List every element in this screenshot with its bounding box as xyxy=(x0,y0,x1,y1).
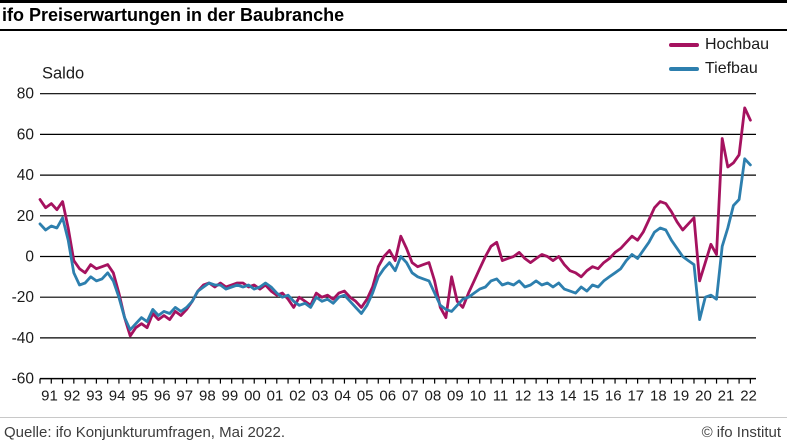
footer: Quelle: ifo Konjunkturumfragen, Mai 2022… xyxy=(0,421,787,443)
x-tick-label: 01 xyxy=(267,388,284,405)
top-border xyxy=(0,0,787,3)
x-tick-label: 99 xyxy=(222,388,239,405)
x-tick-label: 20 xyxy=(695,388,712,405)
chart-svg: 80 60 40 20 0 -20 -40 -60 Saldo 91 92 93 94 95 96 97 98 9… xyxy=(12,65,757,405)
legend-label-tiefbau: Tiefbau xyxy=(704,60,758,77)
chart-legend: Hochbau Tiefbau xyxy=(668,36,769,78)
y-tick-label: -60 xyxy=(12,371,35,388)
legend-label-hochbau: Hochbau xyxy=(704,36,769,53)
x-tick-label: 13 xyxy=(537,388,554,405)
x-tick-label: 97 xyxy=(176,388,193,405)
x-tick-label: 95 xyxy=(131,388,148,405)
source-note: Quelle: ifo Konjunkturumfragen, Mai 2022… xyxy=(4,423,285,441)
x-tick-label: 96 xyxy=(154,388,171,405)
y-tick-label: 80 xyxy=(17,86,35,103)
x-tick-label: 09 xyxy=(447,388,464,405)
hochbau-line-swatch xyxy=(668,43,699,47)
page-title: ifo Preiserwartungen in der Baubranche xyxy=(2,5,345,25)
x-tick-label: 16 xyxy=(605,388,622,405)
x-tick-label: 02 xyxy=(289,388,306,405)
x-tick-label: 93 xyxy=(86,388,103,405)
y-tick-label: 0 xyxy=(25,249,34,266)
legend-item-hochbau: Hochbau xyxy=(668,36,769,54)
x-tick-label: 22 xyxy=(740,388,757,405)
title-divider xyxy=(0,29,787,31)
y-tick-label: 40 xyxy=(17,167,35,184)
legend-item-tiefbau: Tiefbau xyxy=(668,60,758,78)
y-tick-label: 20 xyxy=(17,208,35,225)
x-tick-label: 07 xyxy=(402,388,419,405)
footer-divider xyxy=(0,417,787,418)
chart-area: 80 60 40 20 0 -20 -40 -60 Saldo 91 92 93 94 95 96 97 98 9… xyxy=(0,35,787,417)
x-tick-label: 17 xyxy=(627,388,644,405)
x-tick-label: 04 xyxy=(334,388,351,405)
x-tick-label: 11 xyxy=(493,388,509,405)
x-tick-label: 08 xyxy=(424,388,441,405)
x-tick-label: 06 xyxy=(379,388,396,405)
x-tick-label: 00 xyxy=(244,388,261,405)
y-tick-label: -20 xyxy=(12,289,35,306)
tiefbau-line xyxy=(38,157,752,332)
x-tick-label: 18 xyxy=(650,388,667,405)
tiefbau-line-swatch xyxy=(668,67,699,71)
hochbau-line xyxy=(38,106,752,338)
x-tick-label: 14 xyxy=(560,388,577,405)
y-tick-label: 60 xyxy=(17,126,35,143)
x-tick-label: 12 xyxy=(515,388,532,405)
x-tick-label: 03 xyxy=(312,388,329,405)
y-tick-label: -40 xyxy=(12,330,35,347)
y-axis-title: Saldo xyxy=(42,65,84,83)
x-tick-label: 94 xyxy=(109,388,126,405)
x-tick-label: 19 xyxy=(673,388,690,405)
copyright-note: © ifo Institut xyxy=(701,423,781,441)
x-tick-label: 21 xyxy=(718,388,735,405)
x-tick-label: 98 xyxy=(199,388,216,405)
x-tick-label: 15 xyxy=(582,388,599,405)
x-tick-label: 10 xyxy=(470,388,487,405)
x-tick-label: 91 xyxy=(41,388,58,405)
x-tick-label: 92 xyxy=(64,388,81,405)
x-tick-label: 05 xyxy=(357,388,374,405)
